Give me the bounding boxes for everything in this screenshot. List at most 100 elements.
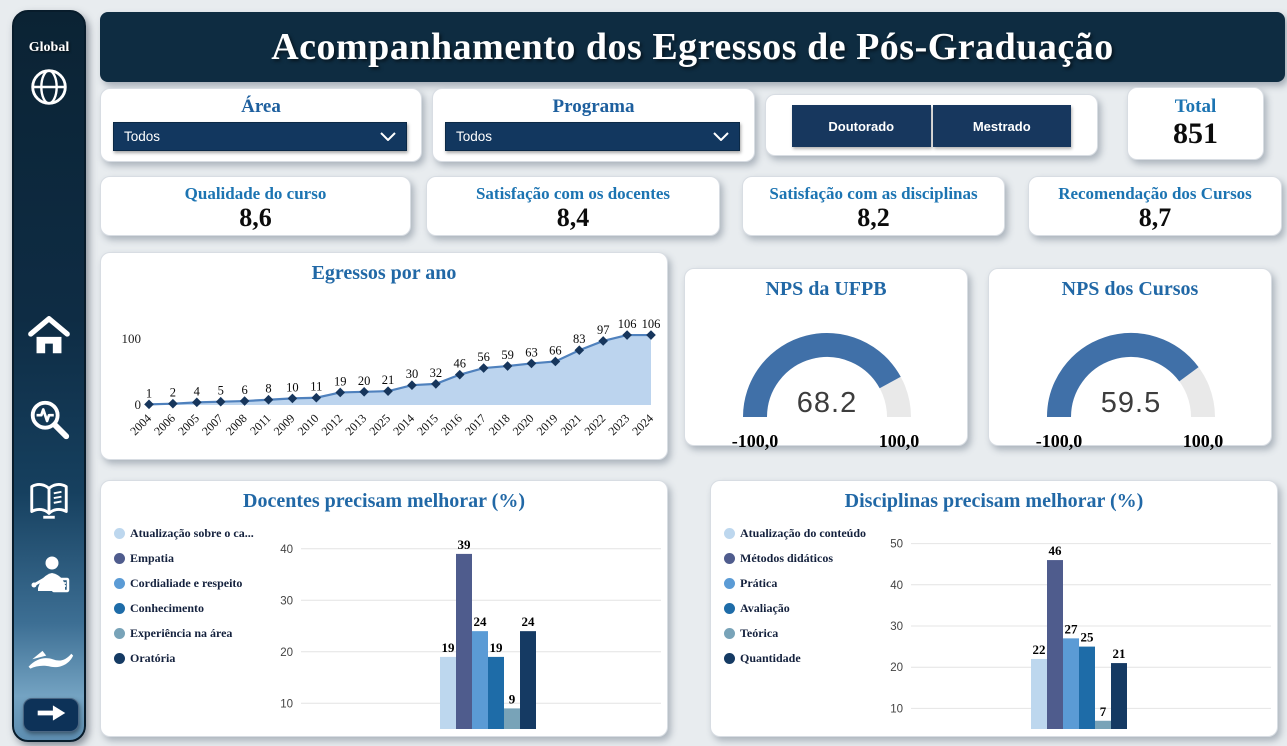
globe-icon	[26, 64, 72, 115]
gauge-min-label: -100,0	[732, 431, 779, 451]
bar-label: 24	[474, 614, 488, 629]
legend-item[interactable]: Empatia	[114, 546, 254, 571]
disciplinas-chart-card: Disciplinas precisam melhorar (%) Atuali…	[710, 480, 1278, 737]
kpi-label: Qualidade do curso	[184, 184, 327, 203]
legend-item[interactable]: Quantidade	[724, 646, 866, 671]
legend-item[interactable]: Prática	[724, 571, 866, 596]
legend-item[interactable]: Teórica	[724, 621, 866, 646]
y-tick: 50	[890, 539, 903, 551]
legend-item[interactable]: Cordialiade e respeito	[114, 571, 254, 596]
data-label: 106	[618, 317, 637, 331]
x-tick: 2017	[462, 411, 489, 438]
area-filter-label: Área	[241, 96, 281, 117]
bar-label: 19	[442, 640, 456, 655]
data-point[interactable]	[168, 398, 178, 409]
legend-item[interactable]: Experiência na área	[114, 621, 254, 646]
kpi-card-recomendacao: Recomendação dos Cursos 8,7	[1028, 176, 1282, 236]
area-dropdown-value: Todos	[124, 129, 161, 144]
search-analytics-icon[interactable]	[26, 397, 72, 448]
hand-care-icon[interactable]	[23, 627, 75, 678]
data-point[interactable]	[622, 330, 632, 340]
bar[interactable]	[1063, 638, 1079, 729]
data-label: 19	[334, 374, 347, 388]
bar[interactable]	[440, 656, 456, 729]
gauge-value: 59.5	[1101, 387, 1161, 419]
gauge-value-arc	[743, 333, 901, 418]
bar[interactable]	[1095, 720, 1111, 729]
x-tick: 2006	[151, 411, 178, 438]
area-dropdown[interactable]: Todos	[113, 122, 407, 151]
open-book-icon[interactable]	[26, 477, 72, 528]
bar[interactable]	[1079, 646, 1095, 729]
data-label: 32	[430, 366, 443, 380]
legend-item[interactable]: Conhecimento	[114, 596, 254, 621]
next-page-button[interactable]	[23, 698, 79, 732]
disciplinas-bar-chart[interactable]: 10 20 30 40 50 22 46 27 25 7 21	[879, 515, 1277, 734]
page-header: Acompanhamento dos Egressos de Pós-Gradu…	[100, 12, 1285, 82]
bar[interactable]	[1111, 663, 1127, 729]
nps-cursos-gauge: 59.5 -100,0 100,0	[1001, 305, 1261, 460]
data-label: 11	[310, 380, 322, 394]
chart-legend: Atualização do conteúdo Métodos didáticos…	[724, 521, 866, 671]
bar[interactable]	[1047, 560, 1063, 729]
data-point[interactable]	[144, 399, 154, 410]
x-tick: 2008	[223, 411, 250, 438]
x-tick: 2012	[318, 411, 345, 438]
legend-item[interactable]: Métodos didáticos	[724, 546, 866, 571]
chart-title: Egressos por ano	[311, 262, 457, 284]
bar[interactable]	[520, 631, 536, 729]
y-tick: 10	[280, 698, 293, 710]
data-point[interactable]	[311, 392, 322, 403]
legend-dot-icon	[114, 603, 125, 614]
data-point[interactable]	[192, 397, 202, 408]
mestrado-button[interactable]: Mestrado	[932, 105, 1071, 147]
data-point[interactable]	[502, 361, 513, 371]
egressos-area-chart[interactable]: 0 100 1 2004 2 2006 4 2005 5 2007 6 2008 8 2011 10 2009…	[105, 289, 665, 462]
kpi-card-qualidade: Qualidade do curso 8,6	[100, 176, 411, 236]
gauge-min-label: -100,0	[1036, 431, 1083, 451]
legend-dot-icon	[724, 603, 735, 614]
bar[interactable]	[488, 656, 504, 729]
teacher-icon[interactable]	[25, 552, 73, 605]
data-label: 63	[525, 345, 538, 359]
legend-item[interactable]: Oratória	[114, 646, 254, 671]
x-tick: 2009	[271, 411, 298, 438]
legend-dot-icon	[724, 653, 735, 664]
gauge-value: 68.2	[797, 387, 857, 419]
x-tick: 2025	[366, 411, 393, 438]
legend-item[interactable]: Atualização sobre o ca...	[114, 521, 254, 546]
legend-label: Atualização do conteúdo	[740, 526, 866, 540]
total-card: Total 851	[1127, 87, 1264, 160]
legend-dot-icon	[724, 578, 735, 589]
bar[interactable]	[472, 631, 488, 729]
y-tick: 40	[890, 580, 903, 592]
chart-legend: Atualização sobre o ca... Empatia Cordiali…	[114, 521, 254, 671]
legend-item[interactable]: Atualização do conteúdo	[724, 521, 866, 546]
bar[interactable]	[456, 553, 472, 729]
programa-dropdown[interactable]: Todos	[445, 122, 740, 151]
kpi-label: Recomendação dos Cursos	[1058, 184, 1252, 203]
legend-label: Métodos didáticos	[740, 551, 833, 565]
arrow-right-icon	[32, 702, 70, 729]
y-tick: 10	[890, 703, 903, 715]
gauge-max-label: 100,0	[1183, 431, 1224, 451]
logo-text: Global	[28, 40, 70, 55]
home-icon[interactable]	[26, 312, 72, 363]
doutorado-button[interactable]: Doutorado	[792, 105, 931, 147]
x-tick: 2021	[558, 411, 585, 438]
bar[interactable]	[504, 708, 520, 729]
legend-label: Experiência na área	[130, 626, 233, 640]
programa-filter-card: Programa Todos	[432, 88, 755, 162]
legend-label: Quantidade	[740, 651, 801, 665]
docentes-bar-chart[interactable]: 10 20 30 40 19 39 24 19 9 24	[269, 515, 667, 734]
bar[interactable]	[1031, 658, 1047, 729]
legend-item[interactable]: Avaliação	[724, 596, 866, 621]
x-tick: 2024	[629, 411, 656, 438]
data-point[interactable]	[598, 336, 608, 346]
programa-filter-label: Programa	[552, 96, 635, 117]
nps-ufpb-gauge-card: NPS da UFPB 68.2 -100,0 100,0	[684, 268, 968, 451]
chart-title: Disciplinas precisam melhorar (%)	[844, 490, 1144, 512]
data-point[interactable]	[215, 396, 226, 407]
data-label: 6	[241, 383, 247, 397]
data-point[interactable]	[550, 356, 561, 367]
